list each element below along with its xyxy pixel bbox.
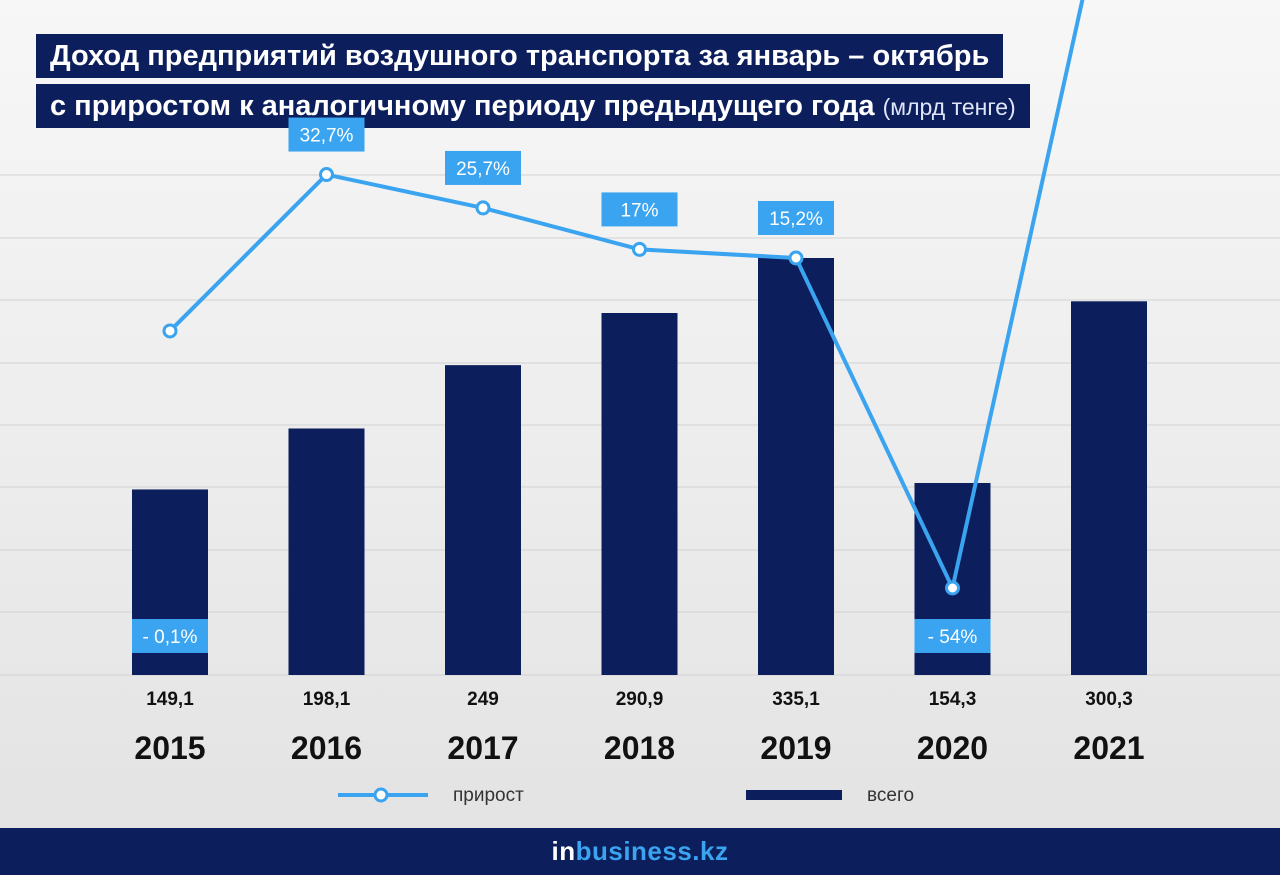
- legend-label-total: всего: [867, 785, 914, 806]
- year-label: 2016: [291, 730, 362, 766]
- bar-value-label: 335,1: [772, 689, 820, 710]
- year-label: 2019: [760, 730, 831, 766]
- bar-value-label: 198,1: [303, 689, 351, 710]
- legend-label-growth: прирост: [453, 785, 524, 806]
- growth-label-box: [914, 619, 991, 653]
- growth-marker: [162, 323, 178, 339]
- brand-part-2: business.kz: [575, 836, 729, 866]
- growth-label: 17%: [620, 200, 658, 221]
- growth-label-box: [445, 150, 521, 185]
- growth-label-box: [132, 619, 208, 653]
- growth-label-box: [758, 201, 834, 235]
- year-label: 2015: [134, 730, 205, 766]
- legend-line-marker: [373, 787, 389, 803]
- growth-label: 15,2%: [769, 209, 823, 230]
- growth-label: 25,7%: [456, 159, 510, 180]
- growth-marker: [475, 200, 491, 216]
- bar: [758, 258, 834, 675]
- bar: [1071, 301, 1147, 675]
- bar-value-label: 249: [467, 689, 499, 710]
- year-label: 2017: [447, 730, 518, 766]
- chart-title-line-2: с приростом к аналогичному периоду преды…: [36, 84, 1030, 128]
- growth-label: 32,7%: [300, 126, 354, 147]
- bar-value-label: 149,1: [146, 689, 194, 710]
- title-text-2: с приростом к аналогичному периоду преды…: [50, 90, 875, 122]
- bar: [445, 365, 521, 675]
- growth-marker: [788, 250, 804, 266]
- bar: [288, 428, 365, 675]
- growth-label: - 0,1%: [143, 627, 198, 648]
- footer-bar: inbusiness.kz: [0, 828, 1280, 875]
- growth-marker: [945, 580, 960, 596]
- growth-marker: [632, 241, 647, 257]
- growth-label-box: [601, 192, 678, 227]
- growth-marker: [319, 167, 334, 183]
- bar-value-label: 154,3: [929, 689, 977, 710]
- year-label: 2020: [917, 730, 988, 766]
- brand-part-1: in: [551, 836, 576, 866]
- bar: [601, 313, 678, 675]
- year-label: 2021: [1073, 730, 1144, 766]
- legend-bar-swatch: [746, 790, 842, 800]
- bar-value-label: 300,3: [1085, 689, 1133, 710]
- chart-title-line-1: Доход предприятий воздушного транспорта …: [36, 34, 1004, 78]
- growth-label-box: [288, 117, 365, 152]
- bar-value-label: 290,9: [616, 689, 664, 710]
- title-unit: (млрд тенге): [882, 94, 1016, 120]
- title-text-1: Доход предприятий воздушного транспорта …: [50, 40, 990, 72]
- combo-chart: - 0,1%32,7%25,7%17%15,2%- 54%94,6%149,11…: [0, 0, 1280, 806]
- growth-label: - 54%: [928, 627, 978, 648]
- brand-logo[interactable]: inbusiness.kz: [0, 828, 1280, 875]
- year-label: 2018: [604, 730, 675, 766]
